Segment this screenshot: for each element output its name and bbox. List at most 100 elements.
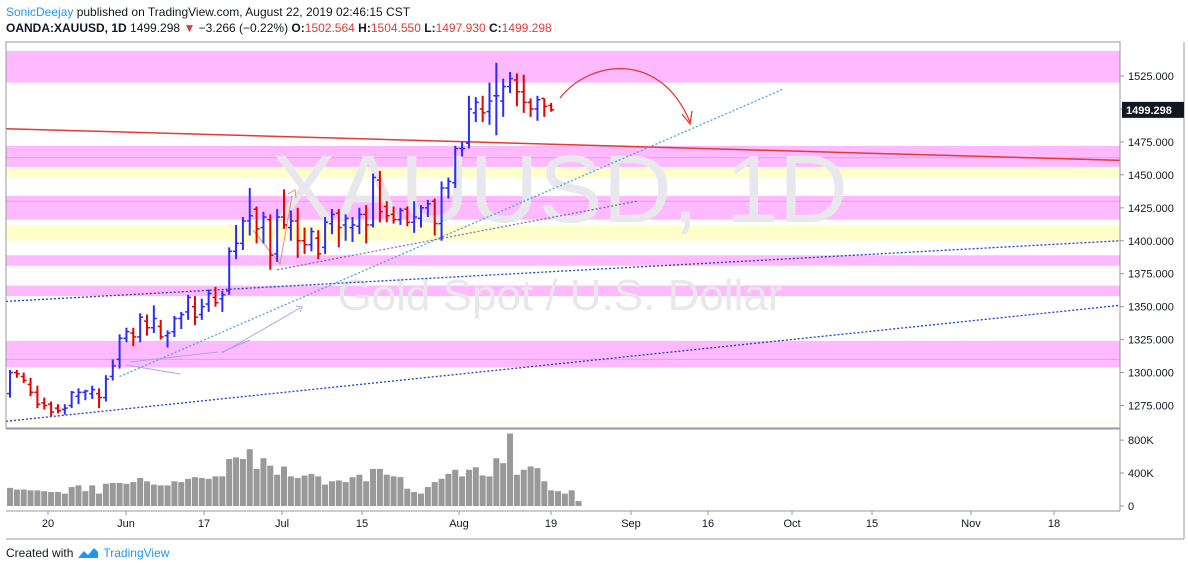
volume-bar: [137, 478, 144, 506]
volume-bar: [424, 487, 431, 506]
volume-bar: [370, 468, 377, 506]
pattern-arrow-up: [221, 305, 303, 354]
volume-bar: [123, 483, 130, 506]
volume-bar: [513, 474, 520, 506]
x-tick-label: Jun: [117, 518, 135, 530]
high-value: 1504.550: [370, 21, 421, 35]
volume-bar: [301, 475, 308, 506]
x-tick-label: 19: [545, 518, 557, 530]
volume-bar: [356, 474, 363, 506]
volume-bar: [431, 482, 438, 506]
volume-bar: [246, 449, 253, 506]
y-tick-label: 1425.000: [1128, 203, 1174, 215]
light-trendline: [119, 88, 784, 378]
volume-bar: [68, 487, 75, 506]
volume-bar: [226, 459, 233, 506]
x-tick-label: 20: [42, 518, 54, 530]
resistance-zone: [6, 195, 1120, 204]
volume-bar: [342, 482, 349, 506]
volume-bar: [27, 490, 34, 506]
y-tick-label: 1300.000: [1128, 368, 1174, 380]
volume-bar: [102, 483, 109, 506]
volume-bar: [465, 469, 472, 506]
volume-bar: [507, 433, 514, 506]
flag-arrows: [252, 189, 297, 266]
volume-bar: [548, 490, 555, 506]
resistance-zone: [6, 285, 1120, 297]
volume-bar: [520, 469, 527, 506]
y-tick-label: 1350.000: [1128, 302, 1174, 314]
resistance-zone: [6, 66, 1120, 83]
purple-trendline: [277, 200, 638, 271]
volume-bar: [171, 481, 178, 506]
volume-bar: [438, 478, 445, 506]
x-tick-label: Jul: [275, 518, 289, 530]
low-value: 1497.930: [435, 21, 486, 35]
volume-bar: [116, 482, 123, 506]
volume-bar: [568, 490, 575, 506]
volume-bar: [445, 473, 452, 506]
volume-bar: [404, 488, 411, 506]
current-price-tag: [1122, 101, 1184, 118]
projection-arc: [559, 67, 691, 123]
volume-bar: [239, 459, 246, 506]
publish-text: published on TradingView.com, August 22,…: [73, 5, 411, 19]
volume-bar: [34, 490, 41, 506]
close-value: 1499.298: [501, 21, 552, 35]
volume-bar: [397, 477, 404, 506]
volume-bar: [411, 492, 418, 506]
volume-bar: [13, 489, 20, 506]
y-tick-label: 1525.000: [1128, 71, 1174, 83]
volume-bar: [61, 493, 68, 506]
projection-arrow-icon: [681, 110, 693, 126]
resistance-zone: [6, 155, 1120, 169]
y-tick-label: 1325.000: [1128, 335, 1174, 347]
volume-bar: [349, 477, 356, 506]
x-tick-label: 15: [356, 518, 368, 530]
volume-bar: [534, 468, 541, 506]
tradingview-link[interactable]: TradingView: [103, 546, 170, 560]
volume-tick-label: 400K: [1128, 468, 1154, 480]
volume-bar: [219, 476, 226, 506]
volume-bar: [185, 478, 192, 506]
ohlc-bars: [7, 62, 555, 417]
close-label: C:: [488, 21, 502, 35]
symbol-label: OANDA:XAUUSD, 1D: [6, 21, 127, 35]
volume-tick-label: 0: [1128, 501, 1134, 513]
volume-bar: [418, 493, 424, 506]
volume-bar: [363, 481, 370, 506]
volume-bar: [212, 476, 219, 506]
volume-bar: [328, 481, 335, 506]
volume-bar: [130, 482, 137, 506]
volume-bar: [164, 485, 171, 506]
x-tick-label: 16: [702, 518, 714, 530]
current-price-label: 1499.298: [1126, 105, 1172, 117]
volume-bar: [459, 476, 466, 506]
x-tick-label: Sep: [621, 518, 641, 530]
volume-bar: [82, 491, 89, 506]
price-chart[interactable]: XAUUSD, 1D Gold Spot / U.S. Dollar 1525.…: [0, 0, 1188, 540]
zones-layer: [6, 50, 1120, 423]
resistance-zone: [6, 145, 1120, 156]
axes-layer: 1525.0001500.0001475.0001450.0001425.000…: [5, 41, 1185, 540]
resistance-zone: [6, 255, 1120, 266]
volume-bars: [7, 433, 582, 506]
volume-bar: [479, 475, 486, 506]
volume-bar: [150, 484, 157, 506]
volume-bar: [274, 474, 281, 506]
y-tick-label: 1400.000: [1128, 236, 1174, 248]
resistance-zone: [6, 340, 1120, 357]
high-label: H:: [358, 21, 371, 35]
volume-bar: [527, 466, 534, 506]
resistance-zone: [6, 356, 1120, 368]
y-tick-label: 1450.000: [1128, 170, 1174, 182]
upper-channel-line: [5, 240, 1121, 303]
volume-bar: [157, 485, 164, 506]
volume-bar: [561, 493, 568, 506]
open-label: O:: [291, 21, 305, 35]
volume-bar: [20, 489, 27, 506]
volume-bar: [109, 482, 116, 506]
volume-bar: [486, 476, 493, 506]
y-tick-label: 1375.000: [1128, 269, 1174, 281]
author-link[interactable]: SonicDeejay: [6, 5, 74, 19]
